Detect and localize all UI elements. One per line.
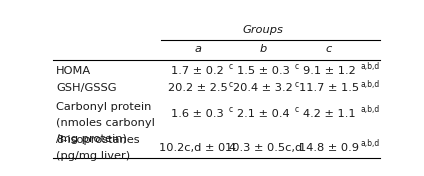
Text: c: c <box>295 80 298 89</box>
Text: 20.4 ± 3.2: 20.4 ± 3.2 <box>234 83 293 93</box>
Text: 2.1 ± 0.4: 2.1 ± 0.4 <box>237 109 290 118</box>
Text: HOMA: HOMA <box>56 66 92 76</box>
Text: c: c <box>229 105 233 114</box>
Text: 1.5 ± 0.3: 1.5 ± 0.3 <box>237 66 290 76</box>
Text: a: a <box>194 44 201 54</box>
Text: 10.3 ± 0.5c,d: 10.3 ± 0.5c,d <box>225 143 302 153</box>
Text: /mg protein): /mg protein) <box>56 134 127 144</box>
Text: a,b,d: a,b,d <box>360 62 379 71</box>
Text: Groups: Groups <box>243 25 284 35</box>
Text: Carbonyl protein: Carbonyl protein <box>56 102 152 112</box>
Text: a,b,d: a,b,d <box>360 139 379 148</box>
Text: a,b,d: a,b,d <box>360 105 379 114</box>
Text: 10.2c,d ± 0.4: 10.2c,d ± 0.4 <box>159 143 236 153</box>
Text: c: c <box>295 62 298 71</box>
Text: 11.7 ± 1.5: 11.7 ± 1.5 <box>299 83 359 93</box>
Text: 14.8 ± 0.9: 14.8 ± 0.9 <box>299 143 359 153</box>
Text: 8-isoprostanes: 8-isoprostanes <box>56 135 140 145</box>
Text: 1.7 ± 0.2: 1.7 ± 0.2 <box>171 66 224 76</box>
Text: a,b,d: a,b,d <box>360 80 379 89</box>
Text: c: c <box>295 105 298 114</box>
Text: c: c <box>326 44 332 54</box>
Text: 4.2 ± 1.1: 4.2 ± 1.1 <box>303 109 355 118</box>
Text: 20.2 ± 2.5: 20.2 ± 2.5 <box>168 83 227 93</box>
Text: GSH/GSSG: GSH/GSSG <box>56 83 117 93</box>
Text: (nmoles carbonyl: (nmoles carbonyl <box>56 118 155 128</box>
Text: b: b <box>259 44 267 54</box>
Text: c: c <box>229 80 233 89</box>
Text: (pg/mg liver): (pg/mg liver) <box>56 150 131 161</box>
Text: 9.1 ± 1.2: 9.1 ± 1.2 <box>303 66 355 76</box>
Text: 1.6 ± 0.3: 1.6 ± 0.3 <box>171 109 224 118</box>
Text: c: c <box>229 62 233 71</box>
